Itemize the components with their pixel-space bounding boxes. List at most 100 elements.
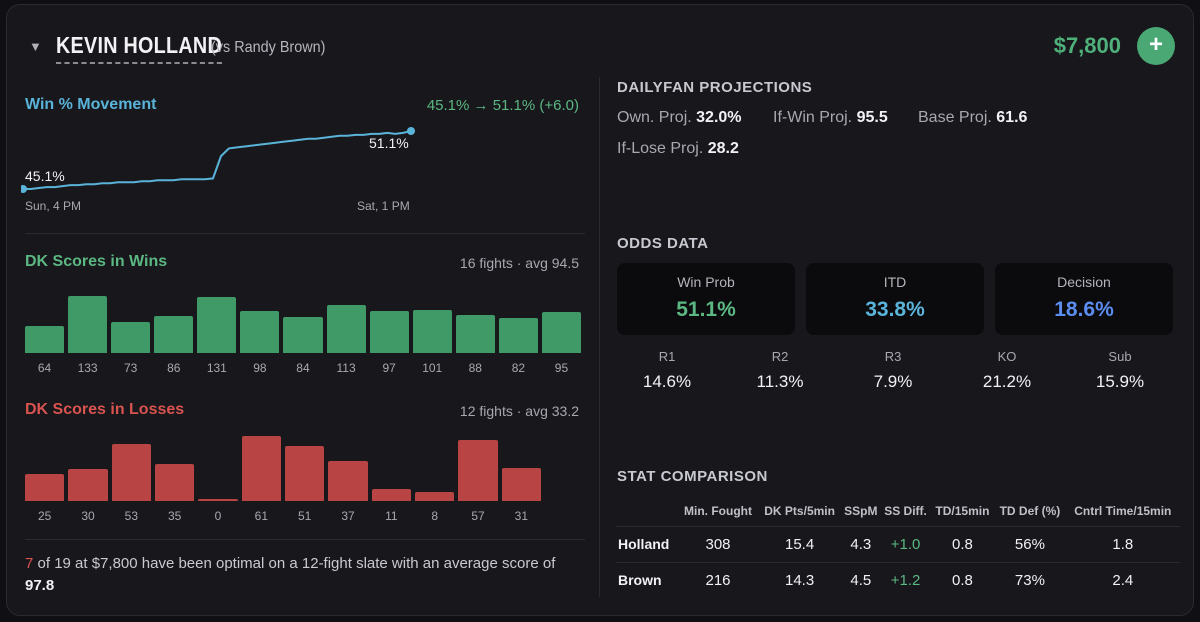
decision-box: Decision 18.6% xyxy=(995,263,1173,335)
losses-bar[interactable] xyxy=(111,444,151,501)
wins-bar[interactable] xyxy=(455,315,495,353)
collapse-caret-icon[interactable]: ▼ xyxy=(29,39,42,54)
wins-bar[interactable] xyxy=(240,311,280,353)
round-label: R1 xyxy=(658,349,676,364)
win-movement-title: Win % Movement xyxy=(25,96,157,113)
win-movement-start-point[interactable] xyxy=(21,185,27,193)
losses-bar[interactable] xyxy=(198,499,238,501)
wins-meta: 16 fights · avg 94.5 xyxy=(459,255,579,271)
round-value: 7.9% xyxy=(873,372,913,391)
losses-bar-label: 25 xyxy=(37,509,52,523)
wins-bar-label: 101 xyxy=(422,361,443,375)
wins-bar[interactable] xyxy=(326,304,366,353)
if-win-projection: If-Win Proj. 95.5 xyxy=(773,109,888,127)
table-cell: 308 xyxy=(678,525,759,562)
wins-bar[interactable] xyxy=(541,312,581,353)
itd-box: ITD 33.8% xyxy=(806,263,984,335)
table-cell: 73% xyxy=(994,561,1066,598)
wins-bar-label: 133 xyxy=(77,361,98,375)
losses-bar-label: 8 xyxy=(431,509,438,523)
wins-bar[interactable] xyxy=(25,325,65,353)
decision-value: 18.6% xyxy=(1054,298,1114,321)
own-proj-value: 32.0% xyxy=(696,109,742,126)
wins-bar[interactable] xyxy=(111,321,151,353)
add-fighter-button[interactable]: + xyxy=(1137,27,1175,65)
losses-bar[interactable] xyxy=(155,463,195,501)
round-r3: R3 7.9% xyxy=(838,349,948,392)
win-prob-value: 51.1% xyxy=(676,298,736,321)
table-header-row: Min. Fought DK Pts/5min SSpM SS Diff. TD… xyxy=(616,496,1180,526)
wins-bar[interactable] xyxy=(498,317,538,353)
optimal-text: of 19 at $7,800 have been optimal on a 1… xyxy=(33,555,556,572)
losses-bar[interactable] xyxy=(285,446,325,501)
losses-bar-label: 35 xyxy=(167,509,182,523)
losses-bar-label: 0 xyxy=(214,509,222,523)
win-movement-line xyxy=(23,130,412,190)
own-proj-label: Own. Proj. xyxy=(617,109,692,126)
optimal-score: 97.8 xyxy=(25,577,55,594)
wins-bar[interactable] xyxy=(68,296,108,353)
wins-title: DK Scores in Wins xyxy=(25,253,168,270)
wins-bar-label: 97 xyxy=(382,361,396,375)
wins-bar[interactable] xyxy=(197,296,237,353)
own-projection: Own. Proj. 32.0% xyxy=(617,109,742,127)
table-cell: 15.4 xyxy=(758,525,842,562)
win-movement-end-point[interactable] xyxy=(407,127,415,135)
round-value: 14.6% xyxy=(642,372,692,391)
losses-bar[interactable] xyxy=(371,489,411,501)
losses-bar[interactable] xyxy=(415,492,455,501)
losses-bar-label: 30 xyxy=(81,509,95,523)
win-movement-end-label: 51.1% xyxy=(369,135,409,151)
table-cell: 0.8 xyxy=(930,561,995,598)
opponent-label: (vs Randy Brown) xyxy=(211,39,326,56)
losses-bar[interactable] xyxy=(501,467,541,501)
losses-bar-label: 31 xyxy=(514,509,528,523)
col-header: Cntrl Time/15min xyxy=(1074,503,1172,518)
stat-comparison-table: Min. Fought DK Pts/5min SSpM SS Diff. TD… xyxy=(616,496,1180,598)
wins-bar-label: 113 xyxy=(336,361,356,375)
wins-bar-label: 82 xyxy=(511,361,526,375)
wins-bar-label: 131 xyxy=(206,361,227,375)
losses-bar[interactable] xyxy=(328,461,368,501)
round-r2: R2 11.3% xyxy=(725,349,835,392)
fighter-name[interactable]: KEVIN HOLLAND xyxy=(56,32,222,64)
round-label: Sub xyxy=(1108,349,1132,364)
losses-bar-label: 37 xyxy=(341,509,355,523)
win-prob-label: Win Prob xyxy=(677,274,735,290)
wins-bar[interactable] xyxy=(283,317,323,353)
if-lose-proj-label: If-Lose Proj. xyxy=(617,140,704,157)
losses-bar-label: 11 xyxy=(385,509,398,523)
wins-bar[interactable] xyxy=(154,316,194,353)
fighter-name-cell: Holland xyxy=(616,525,678,562)
x-axis-start: Sun, 4 PM xyxy=(25,199,82,213)
itd-value: 33.8% xyxy=(865,298,925,321)
wins-bar[interactable] xyxy=(412,309,452,353)
col-header xyxy=(616,496,678,526)
optimal-summary: 7 of 19 at $7,800 have been optimal on a… xyxy=(25,553,585,597)
table-cell: 216 xyxy=(678,561,759,598)
stat-comparison-title: STAT COMPARISON xyxy=(617,468,768,485)
wins-bar[interactable] xyxy=(369,311,409,353)
wins-labels: 64 133 73 86 131 98 84 113 97 101 88 82 95 xyxy=(25,361,581,377)
table-cell: 0.8 xyxy=(930,525,995,562)
wins-bar-label: 95 xyxy=(554,361,569,375)
losses-bar[interactable] xyxy=(25,474,65,501)
table-cell: 56% xyxy=(994,525,1066,562)
wins-bar-label: 64 xyxy=(37,361,52,375)
base-proj-value: 61.6 xyxy=(996,109,1028,126)
losses-bar[interactable] xyxy=(458,439,498,501)
divider xyxy=(25,233,585,234)
card-header: ▼ KEVIN HOLLAND (vs Randy Brown) $7,800 … xyxy=(7,5,1193,85)
if-win-proj-label: If-Win Proj. xyxy=(773,109,853,126)
wins-bar-label: 84 xyxy=(296,361,310,375)
if-lose-proj-value: 28.2 xyxy=(707,140,739,157)
losses-meta: 12 fights · avg 33.2 xyxy=(459,403,579,419)
wins-bar-label: 98 xyxy=(253,361,267,375)
losses-bar[interactable] xyxy=(241,435,281,501)
itd-label: ITD xyxy=(883,274,907,290)
column-divider xyxy=(599,77,600,597)
losses-bar[interactable] xyxy=(68,468,108,501)
round-value: 15.9% xyxy=(1095,372,1145,391)
table-cell: +1.0 xyxy=(880,525,931,562)
col-header: Min. Fought xyxy=(684,503,752,518)
